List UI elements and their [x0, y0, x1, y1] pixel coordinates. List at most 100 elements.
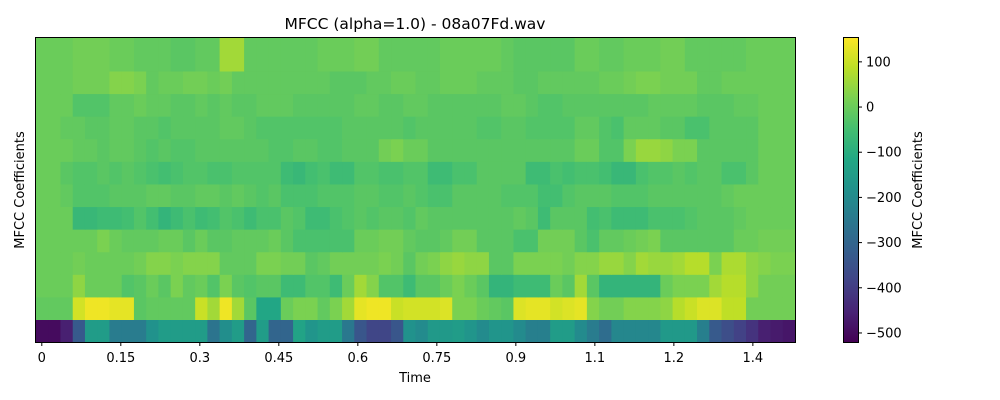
heatmap-cell	[342, 296, 355, 320]
heatmap-cell	[770, 183, 784, 208]
heatmap-cell	[366, 183, 380, 208]
heatmap-cell	[782, 70, 796, 95]
heatmap-cell	[635, 93, 649, 117]
heatmap-cell	[672, 116, 686, 140]
heatmap-cell	[72, 229, 86, 253]
heatmap-cell	[84, 229, 98, 253]
heatmap-cell	[146, 70, 160, 95]
heatmap-cell	[746, 229, 759, 253]
heatmap-cell	[709, 70, 723, 95]
heatmap-cell	[709, 138, 723, 162]
heatmap-cell	[513, 206, 527, 230]
heatmap-cell	[60, 93, 74, 117]
heatmap-cell	[721, 251, 735, 275]
heatmap-cell	[562, 138, 576, 162]
heatmap-cell	[537, 251, 551, 275]
heatmap-cell	[464, 296, 478, 320]
heatmap-cell	[403, 161, 417, 185]
heatmap-cell	[231, 93, 245, 117]
heatmap-cell	[231, 206, 245, 230]
colorbar	[843, 37, 858, 342]
heatmap-cell	[109, 319, 123, 343]
heatmap-cell	[256, 37, 270, 72]
heatmap-cell	[427, 116, 441, 140]
heatmap-cell	[635, 161, 649, 185]
heatmap-cell	[709, 37, 723, 72]
heatmap-cell	[60, 138, 74, 162]
heatmap-cell	[195, 161, 208, 185]
heatmap-cell	[97, 296, 111, 320]
heatmap-cell	[513, 251, 527, 275]
heatmap-cell	[697, 70, 710, 95]
heatmap-cell	[562, 296, 576, 320]
heatmap-cell	[280, 93, 294, 117]
heatmap-cell	[342, 93, 355, 117]
heatmap-cell	[280, 138, 294, 162]
heatmap-cell	[562, 183, 576, 208]
heatmap-cell	[109, 116, 123, 140]
heatmap-cell	[513, 319, 527, 343]
heatmap-cell	[97, 161, 111, 185]
heatmap-cell	[256, 229, 270, 253]
heatmap-cell	[182, 93, 196, 117]
heatmap-cell	[537, 37, 551, 72]
heatmap-cell	[623, 138, 637, 162]
heatmap-cell	[623, 251, 637, 275]
heatmap-cell	[48, 161, 62, 185]
heatmap-cell	[219, 93, 233, 117]
heatmap-cell	[146, 229, 160, 253]
heatmap-cell	[256, 161, 270, 185]
heatmap-cell	[721, 116, 735, 140]
heatmap-cell	[317, 274, 331, 298]
heatmap-cell	[317, 206, 331, 230]
heatmap-cell	[476, 319, 490, 343]
heatmap-cell	[611, 274, 625, 298]
heatmap-cell	[488, 161, 502, 185]
heatmap-cell	[648, 138, 661, 162]
heatmap-cell	[84, 138, 98, 162]
heatmap-cell	[403, 206, 417, 230]
heatmap-cell	[721, 206, 735, 230]
heatmap-cell	[317, 319, 331, 343]
heatmap-cell	[133, 37, 147, 72]
heatmap-cell	[452, 206, 466, 230]
heatmap-cell	[72, 70, 86, 95]
heatmap-cell	[268, 70, 282, 95]
heatmap-cell	[60, 70, 74, 95]
heatmap-cell	[574, 93, 588, 117]
heatmap-cell	[244, 116, 257, 140]
heatmap-cell	[550, 138, 563, 162]
heatmap-cell	[109, 93, 123, 117]
heatmap-cell	[60, 37, 74, 72]
heatmap-cell	[550, 251, 563, 275]
heatmap-cell	[121, 161, 135, 185]
heatmap-cell	[84, 274, 98, 298]
heatmap-cell	[72, 93, 86, 117]
heatmap-cell	[305, 274, 319, 298]
heatmap-cell	[146, 274, 160, 298]
heatmap-cell	[733, 296, 747, 320]
heatmap-cell	[439, 274, 453, 298]
heatmap-cell	[770, 93, 784, 117]
heatmap-cell	[329, 116, 343, 140]
heatmap-cell	[782, 116, 796, 140]
heatmap-cell	[378, 229, 392, 253]
heatmap-cell	[305, 296, 319, 320]
heatmap-cell	[72, 274, 86, 298]
heatmap-cell	[195, 296, 208, 320]
heatmap-cell	[758, 37, 772, 72]
heatmap-cell	[97, 116, 111, 140]
heatmap-cell	[133, 93, 147, 117]
heatmap-cell	[378, 161, 392, 185]
heatmap-cell	[415, 116, 429, 140]
heatmap-cell	[36, 116, 49, 140]
heatmap-cell	[611, 70, 625, 95]
heatmap-cell	[72, 116, 86, 140]
heatmap-cell	[611, 251, 625, 275]
heatmap-cell	[268, 116, 282, 140]
heatmap-cell	[378, 206, 392, 230]
heatmap-cell	[158, 183, 172, 208]
heatmap-cell	[329, 206, 343, 230]
heatmap-cell	[464, 274, 478, 298]
heatmap-cell	[488, 296, 502, 320]
